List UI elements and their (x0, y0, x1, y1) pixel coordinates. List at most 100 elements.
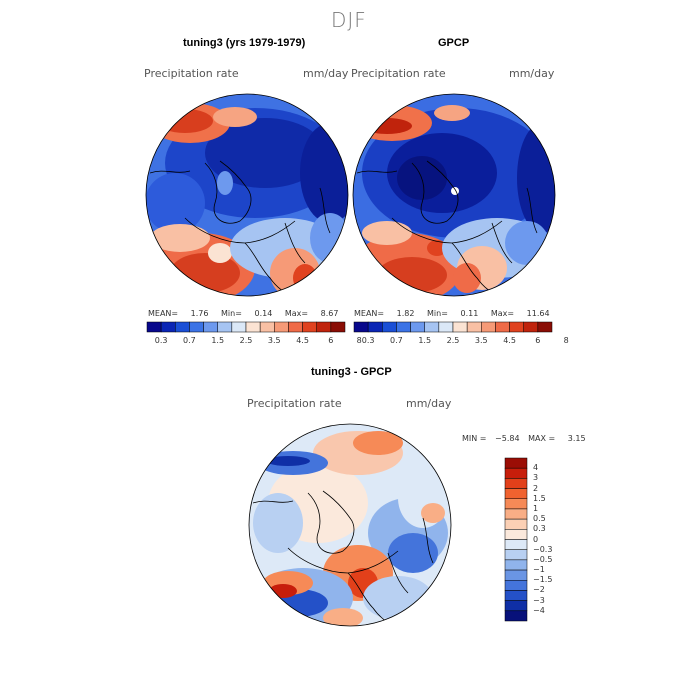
colorbar-tick-label: 0.3 (533, 524, 546, 534)
colorbar-tick-label: 6 (328, 336, 334, 345)
colorbar-swatch (175, 321, 190, 333)
colorbar-swatch (438, 321, 454, 333)
polar-map-model (145, 93, 349, 297)
colorbar-tick-label: 8 (356, 336, 362, 345)
colorbar-swatch (189, 321, 204, 333)
colorbar-difference (504, 457, 528, 622)
colorbar-swatch (203, 321, 218, 333)
colorbar-swatch (504, 467, 528, 479)
colorbar-swatch (302, 321, 317, 333)
min-value: 0.11 (460, 309, 479, 318)
colorbar-left (146, 321, 346, 333)
polar-map-difference (248, 423, 452, 627)
max-label: MAX = (528, 434, 556, 443)
colorbar-swatch (146, 321, 162, 333)
colorbar-tick-label: 3.5 (267, 336, 281, 345)
stats-left: MEAN= 1.76 Min= 0.14 Max= 8.67 (148, 309, 338, 318)
colorbar-tick-label: 0.7 (390, 336, 403, 345)
colorbar-swatch (504, 600, 528, 612)
colorbar-swatch (523, 321, 539, 333)
colorbar-swatch (504, 539, 528, 550)
figure-title: DJF (331, 8, 367, 32)
colorbar-tick-label: 3 (533, 473, 539, 483)
colorbar-tick-label: −0.3 (533, 544, 553, 554)
colorbar-swatch (424, 321, 440, 333)
colorbar-right (353, 321, 553, 333)
colorbar-swatch (481, 321, 496, 333)
colorbar-swatch (217, 321, 233, 333)
colorbar-tick-label: 1.5 (418, 336, 432, 345)
mean-value: 1.76 (190, 309, 209, 318)
units-label-left: mm/day (303, 67, 349, 80)
stats-diff: MIN = −5.84 MAX = 3.15 (462, 434, 586, 443)
colorbar-swatch (495, 321, 510, 333)
mean-label: MEAN= (148, 309, 179, 318)
map-title-left: tuning3 (yrs 1979-1979) (183, 37, 306, 49)
colorbar-tick-label: 1.5 (211, 336, 225, 345)
min-label: Min= (221, 309, 242, 318)
colorbar-swatch (410, 321, 425, 333)
colorbar-swatch (504, 457, 528, 469)
variable-label-left: Precipitation rate (144, 67, 239, 80)
colorbar-tick-label: −3 (533, 595, 545, 605)
colorbar-tick-label: 3.5 (474, 336, 488, 345)
colorbar-tick-label: 0.5 (533, 514, 546, 524)
colorbar-tick-label: 1.5 (533, 493, 546, 503)
colorbar-tick-label: 0 (533, 534, 539, 544)
colorbar-swatch (504, 580, 528, 591)
max-value: 8.67 (320, 309, 339, 318)
colorbar-tick-label: 1 (533, 503, 539, 513)
max-value: 11.64 (526, 309, 550, 318)
colorbar-tick-label: 4 (533, 463, 539, 473)
colorbar-swatch (245, 321, 261, 333)
max-label: Max= (284, 309, 309, 318)
variable-label-right: Precipitation rate (351, 67, 446, 80)
mean-value: 1.82 (396, 309, 415, 318)
colorbar-tick-label: −2 (533, 585, 545, 595)
colorbar-swatch (504, 610, 528, 622)
colorbar-tick-label: 4.5 (503, 336, 516, 345)
colorbar-swatch (504, 498, 528, 510)
colorbar-swatch (504, 508, 528, 520)
colorbar-tick-label: 0.7 (183, 336, 196, 345)
colorbar-swatch (259, 321, 275, 333)
colorbar-swatch (504, 518, 528, 530)
colorbar-ticks-left: 0.3 0.7 1.5 2.5 3.5 4.5 6 8 (147, 336, 362, 348)
colorbar-swatch (396, 321, 411, 333)
colorbar-swatch (504, 529, 528, 540)
colorbar-tick-label: 2.5 (239, 336, 253, 345)
colorbar-tick-label: 8 (563, 336, 569, 345)
colorbar-swatch (316, 321, 332, 333)
colorbar-swatch (504, 559, 528, 571)
polar-map-observed (352, 93, 556, 297)
units-label-right: mm/day (509, 67, 555, 80)
colorbar-tick-label: 4.5 (296, 336, 309, 345)
colorbar-tick-label: −4 (533, 605, 545, 615)
colorbar-swatch (367, 321, 383, 333)
colorbar-tick-label: −1.5 (533, 575, 553, 585)
colorbar-swatch (353, 321, 369, 333)
units-label-diff: mm/day (406, 397, 452, 410)
min-label: Min= (427, 309, 448, 318)
mean-label: MEAN= (354, 309, 385, 318)
max-value: 3.15 (567, 434, 586, 443)
colorbar-swatch (504, 478, 528, 489)
colorbar-swatch (330, 321, 346, 333)
colorbar-swatch (274, 321, 289, 333)
min-value: 0.14 (254, 309, 273, 318)
colorbar-swatch (504, 549, 528, 561)
colorbar-swatch (504, 569, 528, 581)
colorbar-tick-label: 2.5 (446, 336, 460, 345)
min-value: −5.84 (495, 434, 520, 443)
colorbar-tick-label: 6 (535, 336, 541, 345)
colorbar-labels-difference: 4 3 2 1.5 1 0.5 0.3 0 −0.3 −0.5 −1 −1.5 −2 −3 −4 (533, 458, 573, 621)
colorbar-tick-label: 0.3 (361, 336, 375, 345)
colorbar-tick-label: 2 (533, 483, 539, 493)
colorbar-swatch (504, 590, 528, 601)
colorbar-swatch (288, 321, 303, 333)
stats-right: MEAN= 1.82 Min= 0.11 Max= 11.64 (354, 309, 550, 318)
max-label: Max= (490, 309, 515, 318)
colorbar-ticks-right: 0.3 0.7 1.5 2.5 3.5 4.5 6 8 (354, 336, 569, 348)
colorbar-tick-label: 0.3 (154, 336, 168, 345)
colorbar-swatch (509, 321, 524, 333)
